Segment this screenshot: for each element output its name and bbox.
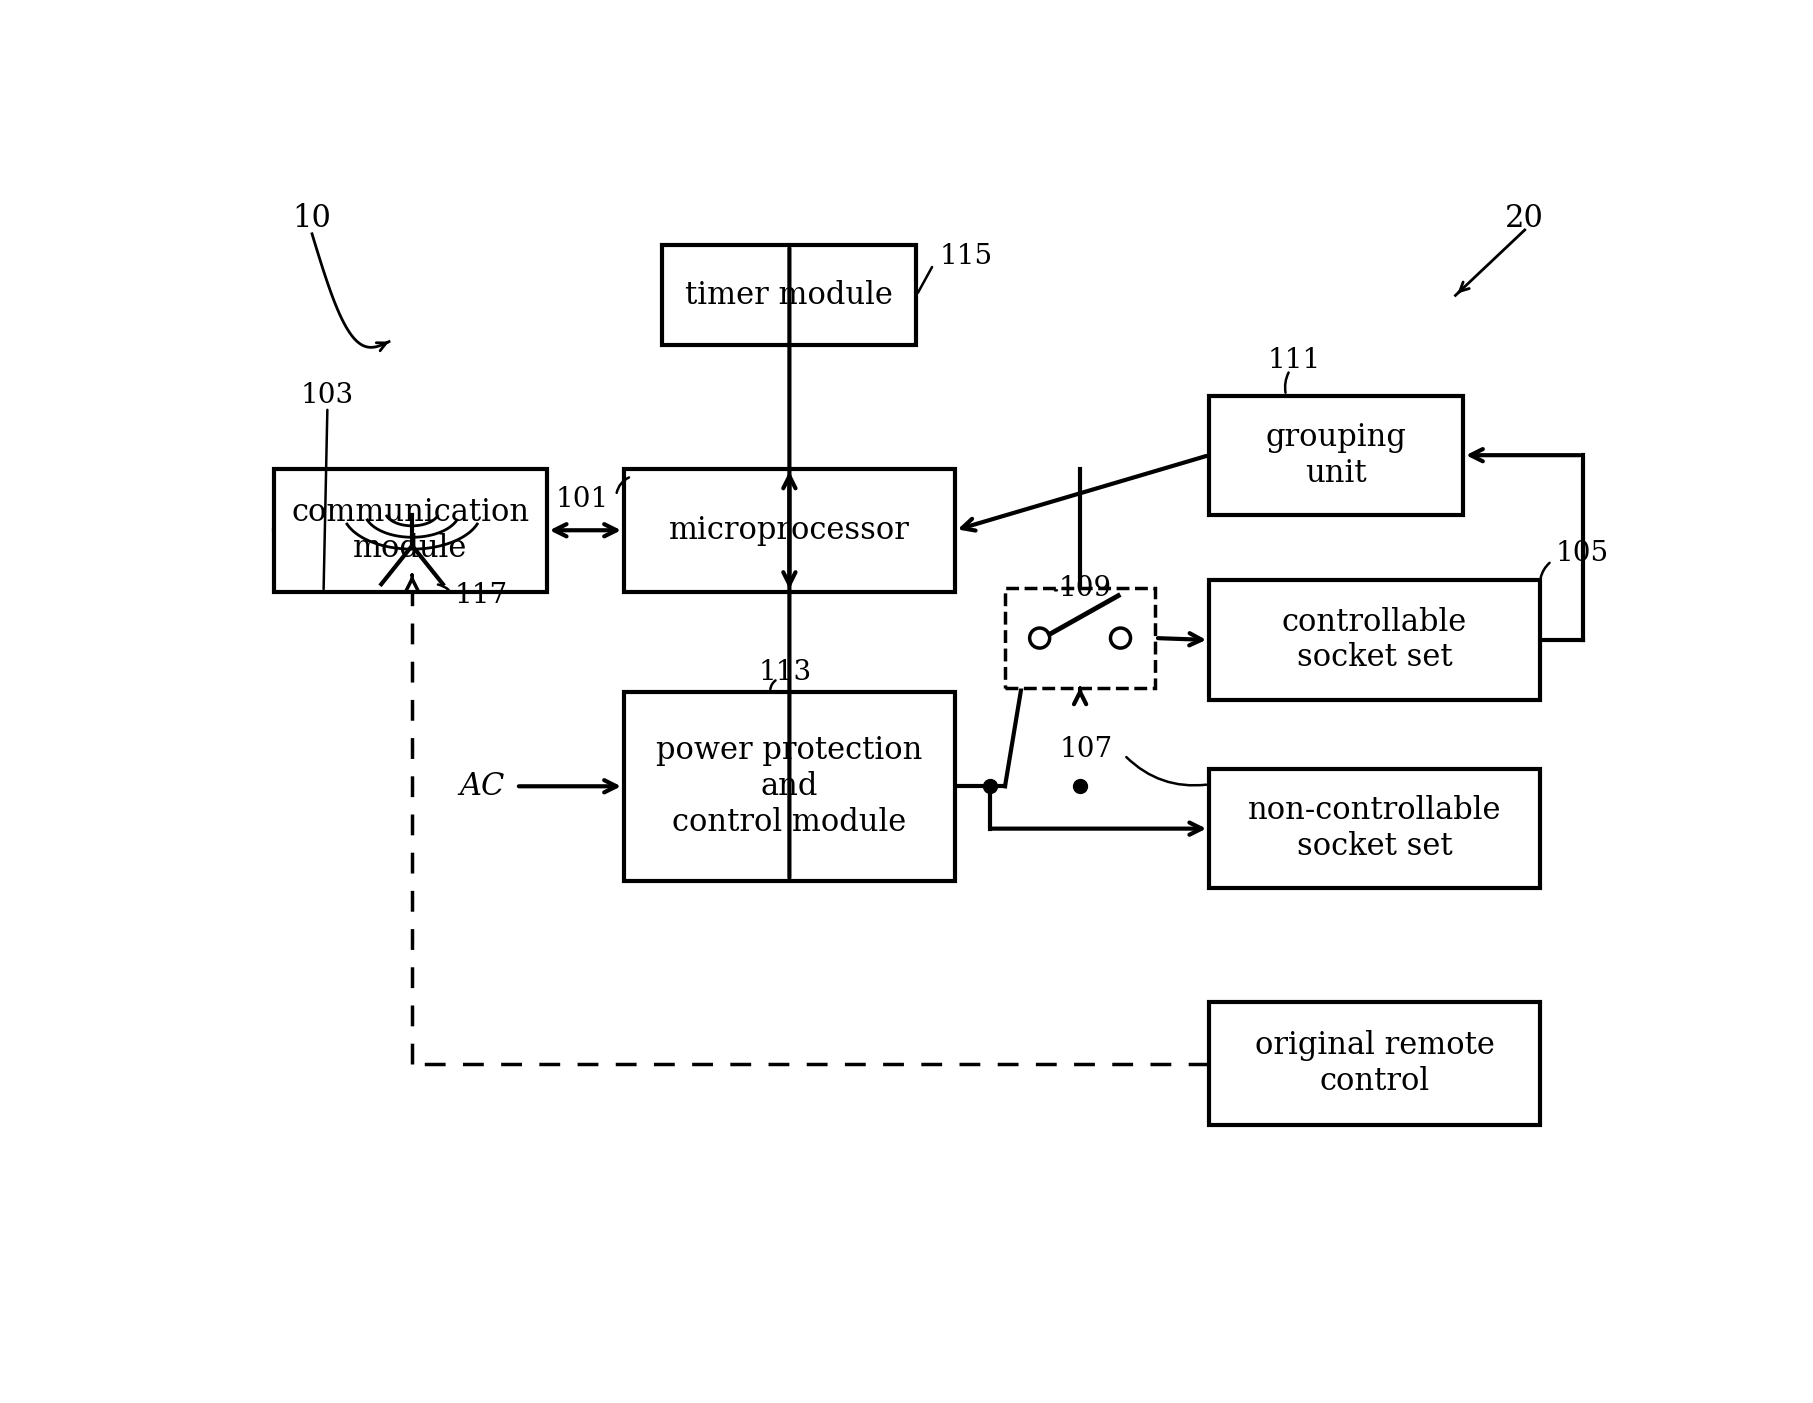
Bar <box>624 469 955 592</box>
Bar <box>1209 396 1463 515</box>
Text: 10: 10 <box>292 203 332 234</box>
Circle shape <box>1030 629 1050 648</box>
Text: 107: 107 <box>1059 737 1113 763</box>
Circle shape <box>1111 629 1131 648</box>
Text: 111: 111 <box>1267 348 1320 375</box>
Bar <box>624 692 955 881</box>
Text: controllable
socket set: controllable socket set <box>1282 606 1467 673</box>
Text: microprocessor: microprocessor <box>669 515 910 546</box>
Bar <box>1209 581 1541 700</box>
Text: grouping
unit: grouping unit <box>1265 422 1407 488</box>
Text: 103: 103 <box>301 382 354 410</box>
Bar <box>1209 769 1541 888</box>
Text: 117: 117 <box>455 582 508 609</box>
Text: timer module: timer module <box>685 281 894 311</box>
Text: power protection
and
control module: power protection and control module <box>656 735 923 838</box>
Bar <box>1004 588 1155 687</box>
Text: communication
module: communication module <box>292 497 529 564</box>
Text: original remote
control: original remote control <box>1255 1030 1494 1097</box>
Text: 101: 101 <box>555 485 609 513</box>
Text: 115: 115 <box>939 243 994 271</box>
Text: 105: 105 <box>1556 540 1608 567</box>
Bar <box>662 246 916 345</box>
Bar <box>274 469 548 592</box>
Text: non-controllable
socket set: non-controllable socket set <box>1247 796 1501 861</box>
Text: 113: 113 <box>760 659 812 686</box>
Bar <box>1209 1002 1541 1125</box>
Text: 20: 20 <box>1505 203 1545 234</box>
Text: AC: AC <box>459 770 504 801</box>
Text: 109: 109 <box>1059 574 1111 602</box>
